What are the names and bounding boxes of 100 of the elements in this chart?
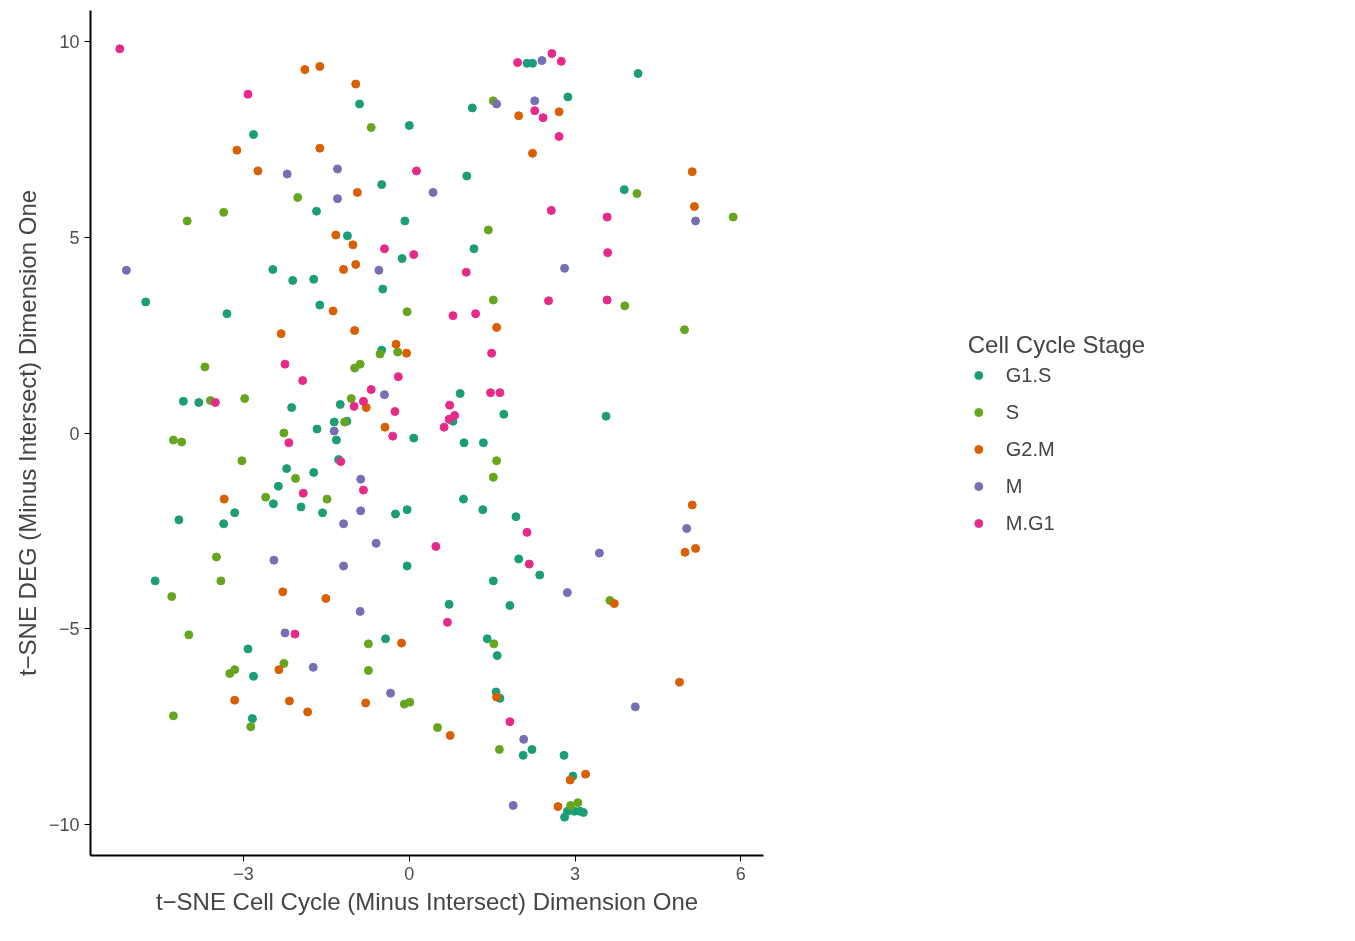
point [346, 394, 356, 404]
point [687, 500, 697, 510]
point [397, 638, 407, 648]
point [374, 265, 384, 275]
y-tick-label: −10 [48, 814, 80, 835]
point [284, 696, 294, 706]
point [461, 267, 471, 277]
point [691, 543, 701, 553]
point [594, 548, 604, 558]
point [487, 348, 497, 358]
point [350, 326, 360, 335]
point [356, 474, 366, 484]
point [544, 296, 554, 306]
point [680, 547, 690, 557]
point [483, 225, 493, 235]
point [412, 166, 421, 176]
point [177, 437, 187, 447]
point [356, 506, 366, 516]
point [565, 775, 575, 785]
point [366, 385, 376, 395]
point [269, 555, 279, 565]
point [405, 697, 415, 707]
point [298, 376, 308, 386]
point [168, 435, 178, 445]
point [379, 390, 389, 400]
point [274, 665, 284, 675]
point [508, 800, 518, 810]
point [230, 695, 240, 705]
point [308, 662, 318, 672]
point [486, 388, 496, 398]
point [355, 606, 365, 616]
point [332, 194, 342, 204]
point [728, 212, 738, 222]
point [609, 599, 619, 609]
point [495, 388, 505, 398]
point [494, 744, 504, 754]
point [243, 89, 253, 99]
point [351, 259, 361, 269]
point [290, 629, 300, 639]
point [331, 230, 341, 240]
point [332, 164, 342, 174]
y-tick-label: 0 [69, 423, 80, 444]
point [351, 79, 361, 89]
point [321, 593, 331, 603]
point [276, 329, 286, 339]
point [253, 166, 263, 176]
point [439, 422, 449, 432]
point [261, 492, 271, 502]
point [488, 472, 498, 482]
point [115, 44, 125, 54]
point [279, 658, 289, 668]
point [682, 523, 692, 533]
point [632, 189, 642, 199]
point [303, 707, 313, 717]
point [556, 56, 566, 66]
point [290, 473, 300, 483]
legend-label: G2.M [1005, 437, 1055, 461]
point [524, 559, 534, 569]
point [358, 485, 368, 495]
point [554, 131, 564, 141]
point [339, 561, 349, 571]
point [328, 306, 338, 316]
x-axis-title: t−SNE Cell Cycle (Minus Intersect) Dimension One [155, 887, 699, 915]
point [284, 438, 294, 448]
point [687, 167, 697, 177]
point [121, 265, 131, 275]
point [315, 61, 325, 71]
legend-label: S [1005, 400, 1021, 424]
point [442, 617, 452, 627]
point [200, 362, 210, 372]
point [537, 56, 547, 66]
point [315, 143, 325, 153]
point [352, 187, 362, 197]
point [689, 202, 699, 211]
y-tick-label: −5 [58, 619, 80, 640]
point [492, 99, 502, 109]
y-tick-label: 5 [69, 227, 80, 248]
point [280, 359, 290, 369]
legend-label: M.G1 [1005, 511, 1055, 535]
point [514, 111, 524, 121]
point [679, 325, 689, 335]
point [363, 665, 373, 675]
point [280, 628, 290, 638]
point [182, 216, 192, 226]
point [530, 96, 540, 106]
point [445, 730, 455, 740]
point [602, 212, 612, 222]
point [581, 769, 591, 779]
point [546, 205, 556, 215]
point [216, 576, 226, 586]
point [393, 347, 403, 357]
point [300, 65, 310, 75]
point [554, 107, 564, 117]
point [450, 410, 460, 420]
legend-title: Cell Cycle Stage [967, 330, 1146, 359]
point [371, 538, 381, 548]
point [553, 802, 563, 812]
point [489, 639, 499, 649]
x-tick-label: 0 [404, 863, 415, 884]
point [505, 717, 515, 727]
